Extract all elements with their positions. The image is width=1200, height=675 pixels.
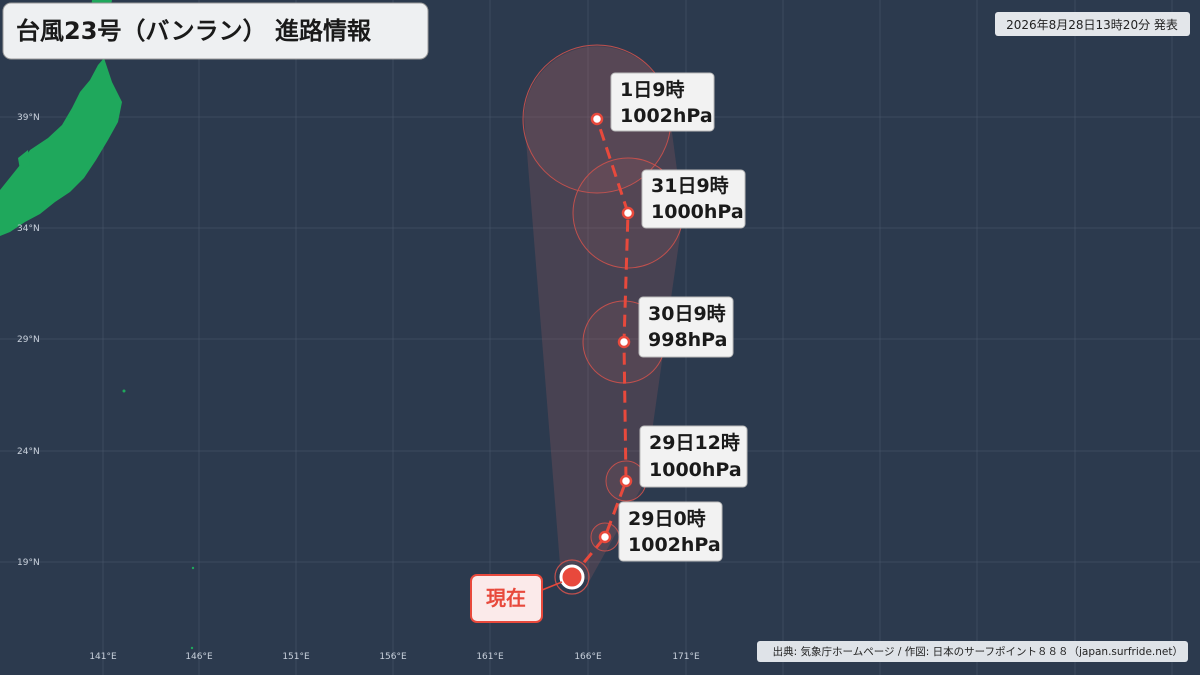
- lon-label: 156°E: [379, 652, 407, 662]
- label-box: [638, 296, 734, 358]
- forecast-label: 1日9時 1002hPa: [610, 72, 715, 132]
- forecast-pressure: 1002hPa: [620, 105, 713, 127]
- lon-label: 151°E: [282, 652, 310, 662]
- lat-label: 34°N: [17, 224, 40, 234]
- forecast-pressure: 1002hPa: [628, 534, 721, 556]
- forecast-time: 29日12時: [649, 432, 740, 454]
- leader-line: [541, 581, 563, 591]
- credit: 出典: 気象庁ホームページ / 作図: 日本のサーフポイント８８８（japan.…: [773, 645, 1183, 658]
- track-point: [621, 206, 635, 220]
- japan-land: [0, 58, 122, 236]
- lon-label: 171°E: [672, 652, 700, 662]
- island: [190, 646, 194, 650]
- label-box: [618, 501, 723, 562]
- track-line: [570, 118, 630, 578]
- forecast-pressure: 1000hPa: [649, 459, 742, 481]
- lon-labels: 141°E 146°E 151°E 156°E 161°E 166°E 171°…: [89, 652, 700, 662]
- forecast-time: 31日9時: [651, 175, 729, 197]
- title-background: [2, 2, 429, 60]
- land: [0, 0, 195, 650]
- forecast-time: 30日9時: [648, 303, 726, 325]
- forecast-time: 1日9時: [620, 79, 684, 101]
- forecast-label: 30日9時 998hPa: [638, 296, 734, 358]
- forecast-pressure: 998hPa: [648, 329, 727, 351]
- label-box: [639, 425, 748, 488]
- lat-label: 29°N: [17, 335, 40, 345]
- issued-background: [995, 12, 1190, 36]
- track-point: [598, 530, 612, 544]
- lat-labels: 39°N 34°N 29°N 24°N 19°N: [17, 113, 40, 568]
- island: [191, 566, 195, 570]
- lon-label: 141°E: [89, 652, 117, 662]
- forecast-label: 29日0時 1002hPa: [618, 501, 723, 562]
- forecast-pressure: 1000hPa: [651, 201, 744, 223]
- issued: 2026年8月28日13時20分 発表: [1006, 18, 1178, 32]
- lat-label: 19°N: [17, 558, 40, 568]
- credit-background: [757, 641, 1188, 662]
- title-box: 台風23号（バンラン） 進路情報: [2, 2, 429, 60]
- island: [122, 389, 126, 393]
- track-point: [590, 112, 604, 126]
- lon-label: 161°E: [476, 652, 504, 662]
- lat-label: 24°N: [17, 447, 40, 457]
- island: [18, 150, 30, 170]
- current-text: 現在: [486, 586, 526, 610]
- track-point: [619, 474, 633, 488]
- label-box: [470, 574, 543, 623]
- lat-label: 39°N: [17, 113, 40, 123]
- label-box: [610, 72, 715, 132]
- forecast-label: 29日12時 1000hPa: [639, 425, 748, 488]
- forecast-label: 31日9時 1000hPa: [641, 169, 746, 229]
- issued-box: 2026年8月28日13時20分 発表: [995, 12, 1190, 36]
- label-box: [641, 169, 746, 229]
- lon-label: 166°E: [574, 652, 602, 662]
- credit-box: 出典: 気象庁ホームページ / 作図: 日本のサーフポイント８８８（japan.…: [757, 641, 1188, 662]
- track-points: [590, 112, 635, 544]
- forecast-labels: 1日9時 1002hPa 31日9時 1000hPa 30日9時 998hPa …: [610, 72, 748, 562]
- current-position: [559, 564, 585, 590]
- lon-label: 146°E: [185, 652, 213, 662]
- current-circle: [554, 559, 590, 595]
- track-point: [617, 335, 631, 349]
- title: 台風23号（バンラン） 進路情報: [16, 17, 372, 45]
- current-label: 現在: [470, 574, 543, 623]
- forecast-time: 29日0時: [628, 508, 706, 530]
